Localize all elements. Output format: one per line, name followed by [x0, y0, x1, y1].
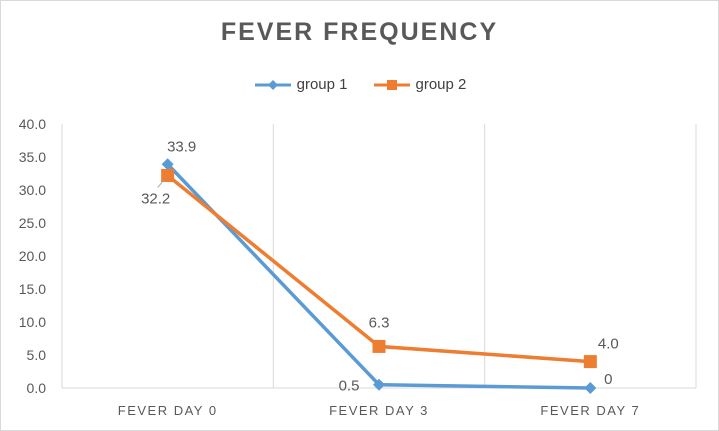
data-point-group-2: [583, 355, 597, 369]
x-tick-label: FEVER DAY 0: [118, 403, 218, 418]
y-tick-label: 5.0: [27, 347, 47, 363]
chart-title: FEVER FREQUENCY: [220, 18, 499, 46]
data-point-group-1: [373, 378, 385, 391]
legend-item-group-1: group 1: [253, 76, 348, 93]
data-label-group-2: 4.0: [598, 336, 619, 353]
legend-swatch-group-2: [373, 79, 410, 90]
legend: group 1 group 2: [0, 76, 719, 93]
data-label-leader-line: [157, 180, 165, 188]
y-tick-label: 35.0: [19, 149, 46, 165]
series-line-group-2: [166, 174, 591, 364]
legend-item-group-2: group 2: [372, 76, 467, 93]
series-line-group-1: [166, 163, 591, 390]
legend-label-group-2: group 2: [415, 76, 467, 93]
y-tick-label: 30.0: [19, 182, 46, 198]
legend-label-group-1: group 1: [296, 76, 348, 93]
data-label-group-2: 6.3: [369, 314, 390, 331]
y-tick-label: 10.0: [19, 314, 46, 330]
data-label-group-1: 0.5: [339, 378, 360, 395]
data-point-group-1: [161, 158, 174, 171]
y-tick-label: 40.0: [19, 116, 46, 132]
x-tick-label: FEVER DAY 3: [329, 403, 429, 418]
x-tick-label: FEVER DAY 7: [540, 403, 640, 418]
y-tick-label: 25.0: [19, 215, 46, 231]
y-tick-label: 20.0: [19, 248, 46, 264]
data-label-group-1: 0: [604, 371, 612, 388]
data-point-group-2: [372, 339, 386, 353]
data-point-group-1: [584, 382, 597, 394]
y-tick-label: 0.0: [27, 380, 47, 396]
data-point-group-2: [161, 168, 175, 182]
legend-swatch-group-1: [254, 79, 291, 90]
data-label-group-1: 33.9: [167, 138, 196, 155]
data-label-group-2: 32.2: [141, 190, 170, 207]
y-tick-label: 15.0: [19, 281, 46, 297]
